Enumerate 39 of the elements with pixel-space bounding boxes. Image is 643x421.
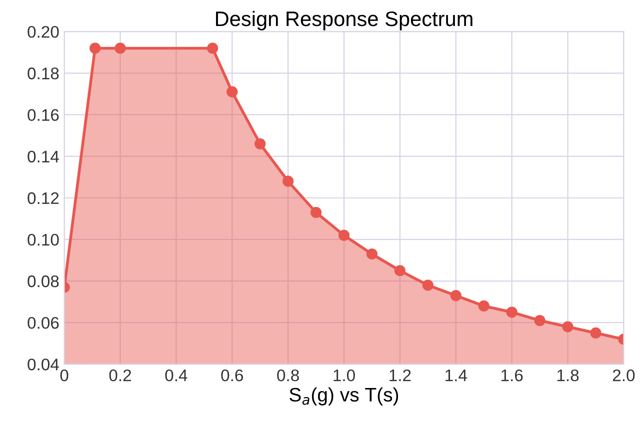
point: [282, 176, 294, 187]
point: [310, 206, 322, 218]
y-tick-label: 0.06: [28, 316, 59, 329]
point: [450, 290, 462, 302]
point: [422, 280, 434, 291]
chart-title: Design Response Spectrum: [216, 10, 472, 30]
x-tick-label: 0.2: [109, 369, 131, 382]
x-tick-label: 0.8: [277, 369, 299, 382]
y-tick-label: 0.18: [28, 68, 59, 80]
y-tick-label: 0.14: [28, 150, 59, 162]
point: [534, 314, 546, 326]
y-tick-label: 0.08: [28, 275, 59, 288]
x-tick-label: 2.0: [612, 369, 635, 382]
point: [254, 138, 266, 150]
point: [206, 42, 218, 54]
x-tick-label: 0.6: [221, 369, 243, 382]
point: [90, 42, 101, 54]
x-tick-label: 1.8: [557, 369, 579, 382]
point: [590, 327, 602, 339]
y-tick-label: 0.10: [28, 234, 59, 246]
x-tick-label: 1.6: [502, 369, 523, 382]
x-tick-label: 1.4: [446, 370, 467, 382]
point: [478, 300, 490, 312]
y-tick-label: 0.12: [28, 192, 59, 204]
point: [114, 42, 126, 54]
point: [394, 265, 406, 276]
y-tick-label: 0.04: [28, 358, 59, 370]
y-tick-label: 0.16: [28, 109, 59, 121]
point: [562, 321, 574, 332]
point: [366, 248, 378, 260]
x-tick-label: 1.2: [390, 369, 411, 382]
x-tick-label: 0: [60, 369, 68, 382]
point: [338, 230, 350, 241]
point: [226, 86, 238, 98]
x-tick-label: 1.0: [334, 369, 355, 382]
y-tick-label: 0.20: [28, 26, 59, 38]
point: [506, 306, 518, 318]
x-tick-label: 0.4: [165, 369, 188, 382]
x-axis-title: S$_{a}$(g) vs T(s): [290, 387, 398, 406]
